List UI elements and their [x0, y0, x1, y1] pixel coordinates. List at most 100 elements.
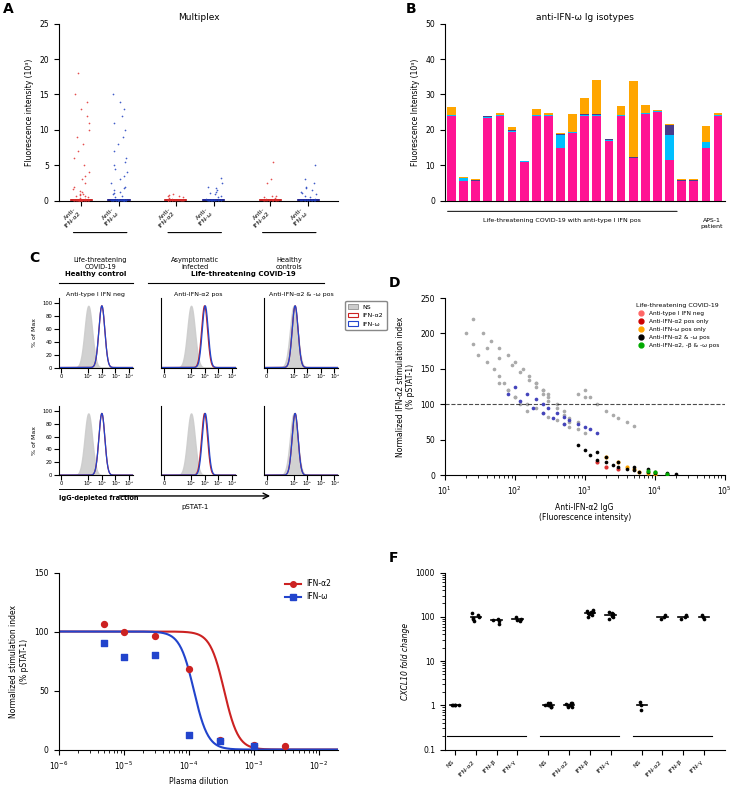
Point — [166, 194, 178, 207]
Point — [177, 194, 189, 207]
Point — [303, 194, 315, 207]
Point — [212, 191, 223, 204]
Point — [270, 190, 282, 203]
Point — [303, 194, 315, 207]
Point — [78, 159, 90, 172]
Point — [572, 416, 584, 428]
Point — [110, 194, 122, 207]
Line: IFN-ω: IFN-ω — [59, 631, 338, 750]
Point — [206, 194, 217, 207]
Point — [261, 194, 272, 207]
Point — [73, 194, 85, 207]
Point — [70, 194, 82, 207]
Point — [176, 194, 188, 207]
Point — [118, 194, 130, 207]
Point — [696, 608, 708, 621]
Point — [530, 377, 542, 390]
Text: D: D — [389, 276, 400, 290]
Point — [308, 194, 320, 207]
Point — [299, 194, 311, 207]
Point — [467, 611, 479, 624]
Point — [113, 194, 124, 207]
Point — [697, 611, 709, 623]
Point — [117, 194, 129, 207]
Point — [279, 740, 291, 753]
Bar — [592, 114, 601, 116]
IFN-ω — [308, 745, 317, 754]
Point — [680, 608, 692, 621]
Point — [473, 611, 485, 623]
Point — [649, 466, 660, 479]
Point — [118, 625, 130, 638]
Point — [634, 695, 646, 708]
Point — [203, 194, 215, 207]
Point — [114, 194, 126, 207]
Point — [537, 406, 548, 419]
Point — [215, 189, 227, 202]
Point — [204, 187, 216, 200]
Point — [468, 615, 480, 627]
Point — [214, 194, 226, 207]
Point — [78, 194, 90, 207]
Point — [612, 460, 624, 473]
Point — [258, 191, 270, 204]
Point — [633, 466, 645, 478]
Point — [112, 194, 124, 207]
Point — [537, 387, 548, 400]
Point — [661, 467, 673, 480]
Point — [71, 194, 83, 207]
Bar — [459, 178, 468, 181]
Bar — [629, 81, 638, 157]
Bar — [508, 127, 516, 130]
Point — [502, 383, 514, 396]
Legend: Anti-type I IFN neg, Anti-IFN-α2 pos only, Anti-IFN-ω pos only, Anti-IFN-α2 & -ω: Anti-type I IFN neg, Anti-IFN-α2 pos onl… — [633, 301, 722, 350]
Point — [621, 460, 632, 473]
Point — [112, 194, 124, 207]
Point — [257, 194, 269, 207]
Point — [81, 194, 92, 207]
Point — [309, 194, 321, 207]
Point — [307, 194, 318, 207]
Point — [587, 605, 599, 618]
Point — [628, 419, 640, 432]
Point — [73, 194, 85, 207]
IFN-ω — [220, 743, 228, 753]
Point — [105, 194, 116, 207]
Point — [169, 194, 181, 207]
Point — [70, 194, 81, 207]
Point — [215, 172, 227, 185]
Point — [72, 194, 83, 207]
Point — [82, 194, 94, 207]
Point — [309, 193, 321, 205]
Point — [502, 387, 514, 400]
Text: A: A — [3, 2, 13, 16]
Point — [266, 194, 278, 207]
Point — [558, 418, 569, 431]
Point — [582, 607, 594, 619]
Point — [579, 383, 591, 396]
Point — [119, 194, 130, 207]
Point — [515, 394, 526, 407]
IFN-α2 — [221, 690, 230, 700]
Point — [485, 335, 496, 347]
Point — [121, 194, 132, 207]
Bar — [556, 148, 565, 200]
Point — [78, 194, 90, 207]
Point — [635, 703, 647, 716]
Point — [118, 194, 130, 207]
Point — [537, 406, 548, 419]
Point — [266, 155, 278, 168]
Bar — [653, 112, 662, 200]
IFN-ω — [55, 626, 64, 636]
Point — [107, 194, 119, 207]
Bar — [568, 114, 577, 132]
Point — [121, 194, 132, 207]
Point — [75, 194, 87, 207]
Text: B: B — [406, 2, 417, 16]
Point — [163, 194, 174, 207]
Point — [265, 173, 277, 185]
Point — [467, 338, 479, 350]
Point — [260, 193, 272, 205]
Point — [166, 194, 178, 207]
Bar — [580, 114, 589, 116]
